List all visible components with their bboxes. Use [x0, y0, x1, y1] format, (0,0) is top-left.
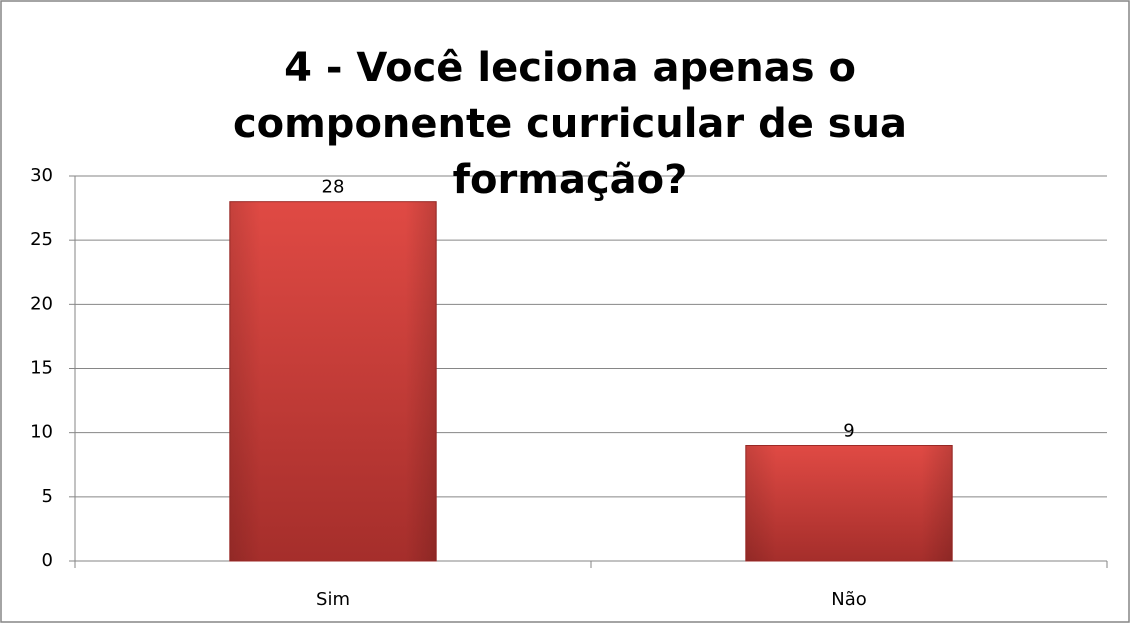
y-tick-label: 25	[30, 229, 53, 250]
y-tick-label: 30	[30, 165, 53, 186]
bar	[745, 445, 953, 562]
x-tick-label: Não	[831, 589, 867, 610]
y-tick-label: 10	[30, 422, 53, 443]
data-label: 28	[322, 177, 345, 198]
y-tick-label: 0	[42, 550, 53, 571]
x-tick-label: Sim	[316, 589, 350, 610]
chart-title: 4 - Você leciona apenas o componente cur…	[232, 45, 908, 203]
y-tick-label: 15	[30, 358, 53, 379]
y-tick-label: 5	[42, 486, 53, 507]
y-tick-label: 20	[30, 293, 53, 314]
data-label: 9	[843, 421, 854, 442]
bar	[229, 201, 437, 562]
